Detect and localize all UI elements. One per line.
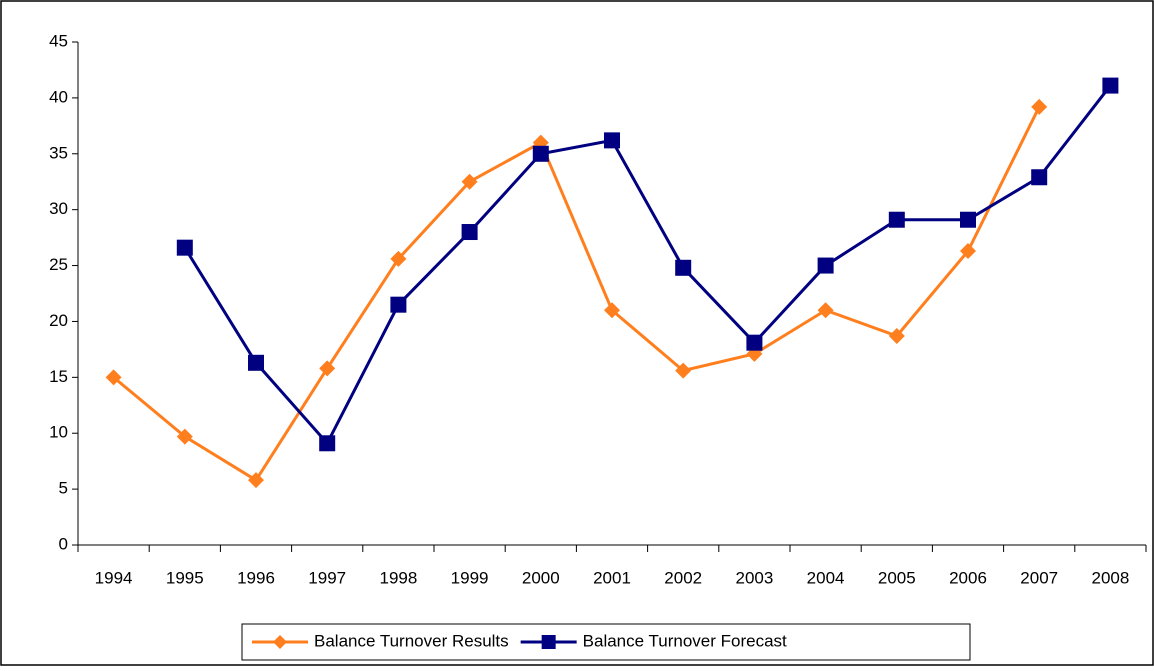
x-tick-label: 2006	[949, 568, 987, 587]
y-tick-label: 35	[49, 143, 68, 162]
marker	[248, 354, 264, 371]
x-tick-label: 2007	[1020, 568, 1058, 587]
marker	[1031, 98, 1048, 115]
marker	[176, 239, 193, 256]
marker	[888, 327, 905, 344]
y-tick-label: 25	[49, 255, 68, 274]
marker	[675, 362, 692, 379]
marker	[960, 243, 976, 260]
y-tick-label: 5	[59, 479, 68, 498]
y-tick-label: 15	[49, 367, 68, 386]
x-tick-label: 1999	[451, 568, 489, 587]
legend-box	[241, 623, 971, 661]
marker	[319, 360, 336, 377]
marker	[105, 369, 122, 386]
legend-label: Balance Turnover Results	[314, 631, 509, 650]
x-tick-label: 2008	[1091, 568, 1129, 587]
series-line	[112, 106, 1041, 483]
marker	[746, 334, 763, 351]
y-tick-label: 40	[49, 87, 68, 106]
marker	[817, 302, 834, 319]
y-tick-label: 20	[49, 311, 68, 330]
marker	[461, 224, 478, 241]
marker	[960, 211, 976, 228]
marker	[1102, 77, 1119, 94]
marker	[319, 435, 336, 452]
marker	[604, 302, 620, 319]
legend-label: Balance Turnover Forecast	[583, 631, 787, 650]
x-tick-label: 2002	[664, 568, 702, 587]
x-tick-label: 1998	[379, 568, 417, 587]
y-tick-label: 30	[49, 199, 68, 218]
marker	[675, 259, 692, 276]
y-tick-label: 0	[59, 534, 68, 553]
marker	[604, 132, 620, 149]
marker	[273, 635, 287, 649]
marker	[248, 472, 264, 489]
x-tick-label: 2004	[807, 568, 845, 587]
x-tick-label: 1994	[95, 568, 133, 587]
marker	[461, 173, 478, 190]
y-tick-label: 45	[49, 31, 68, 50]
marker	[176, 428, 193, 445]
x-tick-label: 1996	[237, 568, 275, 587]
x-tick-label: 2000	[522, 568, 560, 587]
marker	[817, 257, 834, 274]
x-tick-label: 2001	[593, 568, 631, 587]
series-line	[183, 84, 1112, 446]
marker	[1031, 169, 1048, 186]
x-tick-label: 2003	[735, 568, 773, 587]
x-tick-label: 1995	[166, 568, 204, 587]
y-tick-label: 10	[49, 423, 68, 442]
x-tick-label: 1997	[308, 568, 346, 587]
marker	[532, 145, 549, 162]
marker	[390, 296, 407, 313]
x-tick-label: 2005	[878, 568, 916, 587]
marker	[541, 635, 556, 649]
marker	[390, 250, 407, 267]
marker	[888, 211, 905, 228]
